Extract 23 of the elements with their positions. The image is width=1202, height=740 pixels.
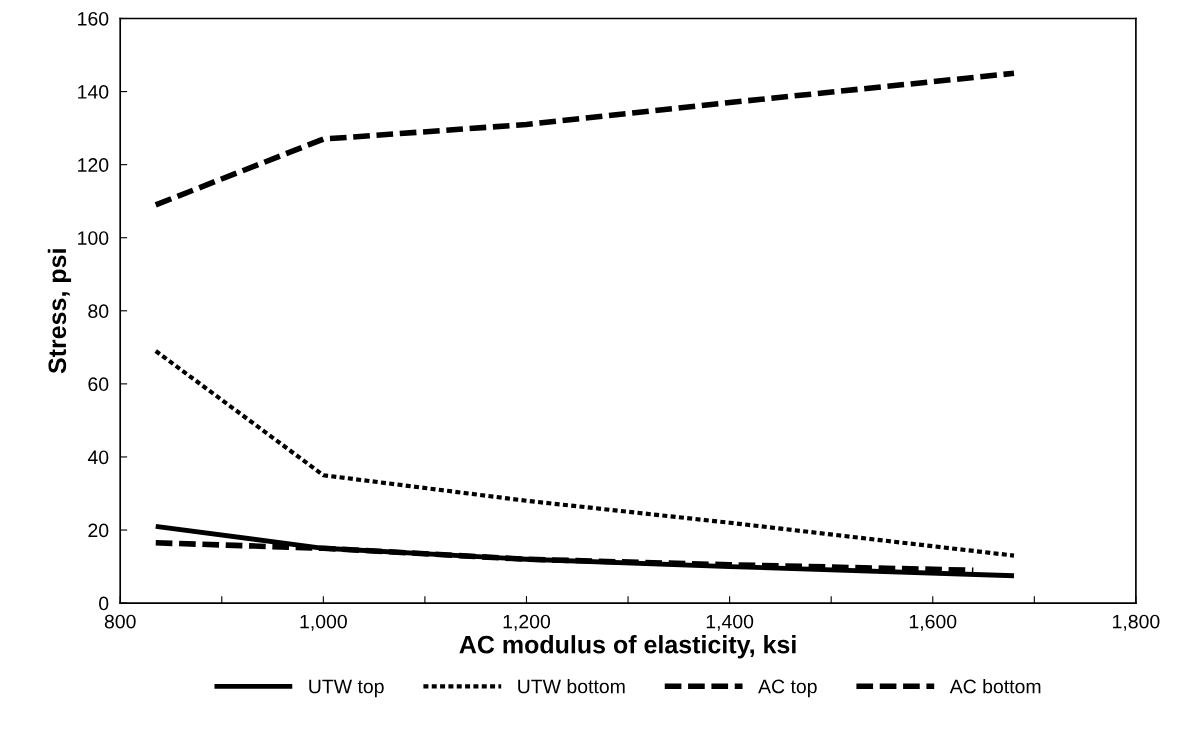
y-axis-title: Stress, psi bbox=[47, 249, 72, 374]
x-tick-label: 1,400 bbox=[706, 614, 754, 631]
x-tick-label: 1,600 bbox=[909, 614, 957, 631]
x-tick-label: 1,200 bbox=[503, 614, 551, 631]
y-tick-label: 0 bbox=[99, 596, 109, 611]
legend-label: UTW bottom bbox=[518, 679, 625, 694]
y-tick-label: 20 bbox=[88, 523, 109, 538]
x-tick-label: 1,000 bbox=[300, 614, 347, 631]
y-tick-label: 80 bbox=[88, 304, 109, 319]
line-series bbox=[153, 348, 1017, 558]
y-tick-label: 100 bbox=[78, 231, 109, 245]
x-axis-title: AC modulus of elasticity, ksi bbox=[459, 635, 796, 659]
y-tick-label: 60 bbox=[88, 377, 109, 392]
legend-label: UTW top bbox=[309, 679, 384, 698]
y-tick-label: 140 bbox=[78, 85, 109, 99]
legend-label: AC top bbox=[758, 679, 817, 698]
y-tick-label: 120 bbox=[78, 158, 109, 172]
x-tick-label: 800 bbox=[104, 614, 136, 629]
y-tick-label: 160 bbox=[78, 11, 109, 26]
line-series bbox=[153, 523, 1017, 579]
y-tick-label: 40 bbox=[87, 450, 109, 465]
x-tick-label: 1,800 bbox=[1113, 614, 1160, 631]
legend-label: AC bottom bbox=[949, 679, 1041, 694]
